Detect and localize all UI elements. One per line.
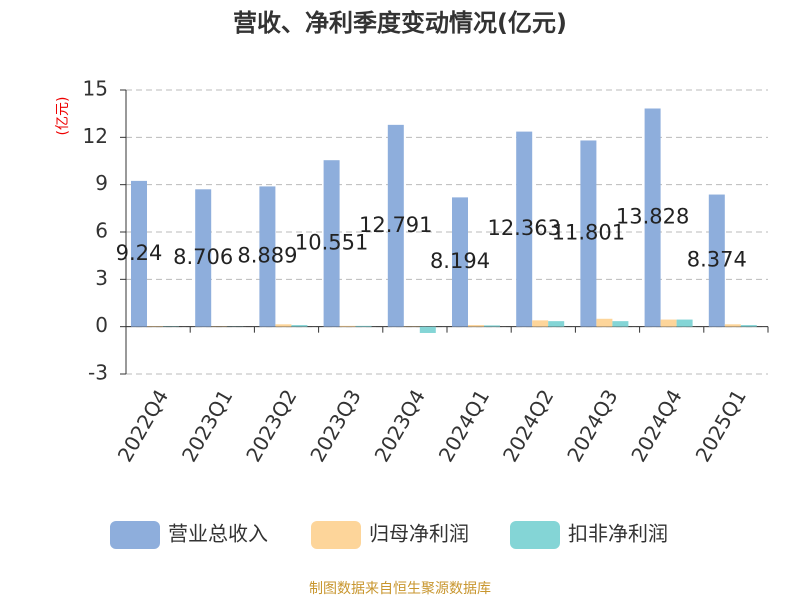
bar (612, 321, 629, 327)
bar (660, 319, 677, 327)
x-tick-label: 2024Q4 (626, 385, 686, 466)
y-axis-label: (亿元) (55, 97, 71, 136)
value-label: 8.374 (687, 248, 747, 272)
value-label: 10.551 (295, 230, 368, 254)
bar (355, 325, 372, 327)
y-tick-label: 9 (95, 171, 108, 195)
bar (740, 325, 757, 327)
legend-swatch (311, 521, 361, 549)
bar (596, 318, 613, 327)
bar (387, 124, 404, 327)
legend-swatch (110, 521, 160, 549)
value-label: 9.24 (116, 241, 163, 265)
bar (291, 325, 308, 327)
legend-swatch (510, 521, 560, 549)
x-tick-label: 2024Q3 (562, 385, 622, 466)
bar (131, 180, 147, 327)
value-label: 11.801 (552, 221, 625, 245)
x-tick-label: 2024Q2 (498, 385, 558, 466)
value-label: 12.791 (359, 213, 432, 237)
value-label: 12.363 (487, 216, 560, 240)
value-label: 13.828 (616, 205, 689, 229)
x-tick-label: 2025Q1 (691, 385, 751, 466)
y-tick-label: -3 (88, 361, 108, 385)
bar (259, 186, 276, 327)
x-tick-label: 2023Q1 (177, 385, 237, 466)
bar (484, 325, 500, 327)
value-label: 8.706 (173, 245, 233, 269)
y-tick-label: 3 (95, 266, 108, 290)
x-tick-label: 2024Q1 (434, 385, 494, 466)
bar (452, 197, 468, 327)
legend-label: 营业总收入 (168, 522, 268, 546)
bar (275, 324, 292, 327)
bar (468, 325, 484, 327)
y-tick-label: 6 (95, 219, 108, 243)
bar (548, 321, 565, 327)
bar (195, 189, 212, 327)
bar (676, 319, 693, 327)
legend-label: 扣非净利润 (568, 522, 668, 546)
bar (323, 160, 340, 327)
chart-title: 营收、净利季度变动情况(亿元) (233, 9, 567, 37)
bar (580, 140, 597, 327)
value-label: 8.194 (430, 249, 490, 273)
bar (644, 108, 661, 327)
bar (724, 324, 741, 327)
y-tick-label: 12 (83, 124, 108, 148)
bar (516, 131, 533, 327)
bar (708, 194, 725, 327)
bar (339, 325, 356, 327)
y-tick-label: 15 (83, 77, 108, 101)
value-label: 8.889 (237, 244, 297, 268)
x-tick-label: 2023Q4 (370, 385, 430, 466)
x-tick-label: 2022Q4 (113, 385, 173, 466)
x-tick-label: 2023Q3 (305, 385, 365, 466)
bar (532, 320, 549, 327)
y-tick-label: 0 (95, 313, 108, 337)
bar (419, 326, 436, 333)
source: 制图数据来自恒生聚源数据库 (309, 581, 491, 597)
legend-label: 归母净利润 (369, 522, 469, 546)
x-tick-label: 2023Q2 (241, 385, 301, 466)
